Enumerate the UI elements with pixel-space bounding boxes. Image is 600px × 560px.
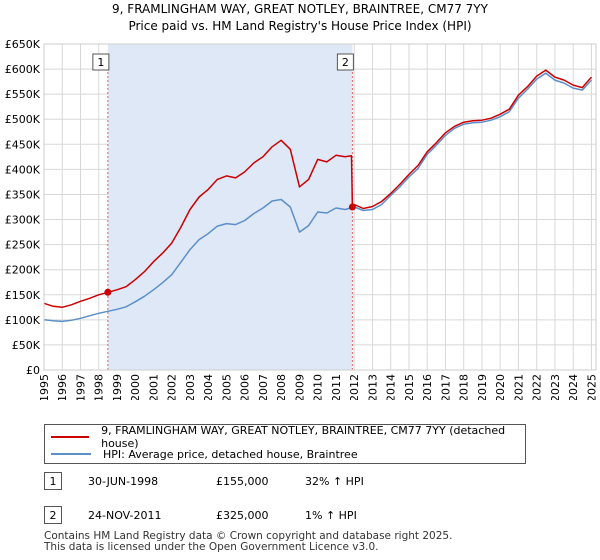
x-tick-label: 2006	[239, 374, 252, 400]
x-tick-label: 2011	[330, 374, 343, 400]
y-tick-label: £500K	[5, 113, 41, 126]
x-tick-label: 2009	[293, 374, 306, 400]
legend-item-property: 9, FRAMLINGHAM WAY, GREAT NOTLEY, BRAINT…	[51, 424, 525, 450]
property-index-line	[351, 69, 592, 210]
x-tick-label: 1997	[74, 374, 87, 400]
x-tick-label: 2010	[312, 374, 325, 400]
legend-label-property: 9, FRAMLINGHAM WAY, GREAT NOTLEY, BRAINT…	[101, 424, 506, 450]
sale-number-2: 2	[44, 506, 62, 524]
footer: Contains HM Land Registry data © Crown c…	[44, 531, 452, 553]
chart-title: 9, FRAMLINGHAM WAY, GREAT NOTLEY, BRAINT…	[112, 2, 488, 16]
x-tick-label: 2017	[439, 374, 452, 400]
sale-1-label-box	[92, 53, 110, 71]
x-tick-label: 1995	[38, 374, 51, 400]
series-lines	[43, 69, 592, 323]
y-tick-label: £200K	[5, 264, 41, 277]
x-tick-label: 2014	[385, 374, 398, 400]
plot-frame	[43, 43, 597, 371]
x-tick-label: 2018	[458, 374, 471, 400]
y-tick-label: £650K	[5, 38, 41, 51]
x-tick-label: 2000	[129, 374, 142, 400]
sale-1-point	[104, 288, 112, 296]
hpi-line	[43, 72, 592, 323]
x-tick-label: 2002	[166, 374, 179, 400]
x-tick-label: 2004	[202, 374, 215, 400]
y-tick-label: £400K	[5, 163, 41, 176]
shaded-ownership-period	[107, 44, 353, 370]
x-tick-label: 2008	[275, 374, 288, 400]
sale-marker-lines	[107, 56, 353, 370]
y-tick-label: £150K	[5, 289, 41, 302]
x-tick-label: 2012	[348, 374, 361, 400]
y-tick-label: £300K	[5, 214, 41, 227]
x-tick-label: 1996	[56, 374, 69, 400]
legend-label-hpi: HPI: Average price, detached house, Brai…	[103, 447, 358, 461]
y-tick-label: £350K	[5, 188, 41, 201]
y-tick-label: £600K	[5, 63, 41, 76]
sale-2-label-box	[336, 53, 354, 71]
sale-hpi-1: 32% ↑ HPI	[305, 475, 364, 488]
footer-licence: This data is licensed under the Open Gov…	[44, 541, 379, 553]
footer-copyright: Contains HM Land Registry data © Crown c…	[44, 530, 453, 542]
legend: 9, FRAMLINGHAM WAY, GREAT NOTLEY, BRAINT…	[44, 424, 526, 464]
legend-item-hpi: HPI: Average price, detached house, Brai…	[51, 446, 358, 462]
y-tick-label: £550K	[5, 88, 41, 101]
sale-date-2: 24-NOV-2011	[88, 509, 162, 522]
x-tick-label: 2020	[494, 374, 507, 400]
y-tick-label: £0	[26, 364, 40, 377]
x-tick-label: 2013	[366, 374, 379, 400]
sale-points	[104, 203, 356, 296]
legend-swatch-hpi	[51, 453, 91, 455]
x-tick-label: 2019	[476, 374, 489, 400]
property-line	[43, 139, 354, 309]
legend-swatch-property	[51, 436, 90, 438]
sale-2-point	[348, 203, 356, 211]
sale-number-1: 1	[44, 472, 62, 490]
y-tick-label: £100K	[5, 314, 41, 327]
y-tick-label: £450K	[5, 138, 41, 151]
x-tick-label: 2024	[567, 374, 580, 400]
sale-2-label: 2	[342, 56, 349, 69]
sale-date-1: 30-JUN-1998	[88, 475, 159, 488]
x-tick-label: 2021	[512, 374, 525, 400]
x-tick-label: 2016	[421, 374, 434, 400]
x-tick-label: 2003	[184, 374, 197, 400]
x-tick-label: 2007	[257, 374, 270, 400]
x-tick-label: 2001	[147, 374, 160, 400]
x-tick-label: 2022	[531, 374, 544, 400]
x-tick-label: 2015	[403, 374, 416, 400]
axes: £0 £50K £100K £150K £200K £250K £300K £350K £400…	[5, 38, 599, 400]
y-tick-label: £250K	[5, 239, 41, 252]
x-tick-label: 1998	[93, 374, 106, 400]
x-tick-label: 2005	[220, 374, 233, 400]
x-tick-label: 2023	[549, 374, 562, 400]
x-tick-label: 2025	[585, 374, 598, 400]
sale-price-1: £155,000	[216, 475, 269, 488]
x-tick-label: 1999	[111, 374, 124, 400]
shaded-region	[107, 44, 353, 370]
y-tick-label: £50K	[12, 339, 41, 352]
chart-subtitle: Price paid vs. HM Land Registry's House …	[128, 19, 472, 33]
sale-hpi-2: 1% ↑ HPI	[305, 509, 357, 522]
sale-price-2: £325,000	[216, 509, 269, 522]
sale-1-label: 1	[97, 56, 104, 69]
